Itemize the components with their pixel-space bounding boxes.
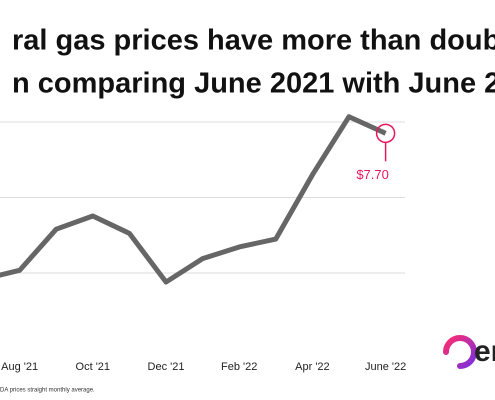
x-tick-label: Apr '22 [295, 361, 330, 373]
x-tick-label: Aug '21 [1, 361, 38, 373]
x-tick-label: Feb '22 [221, 361, 257, 373]
title-line: ral gas prices have more than double [12, 25, 495, 57]
x-tick-label: June '22 [365, 361, 406, 373]
x-tick-label: Oct '21 [76, 361, 111, 373]
logo-icon [437, 335, 477, 369]
value-label: $7.70 [356, 167, 389, 182]
title-line: n comparing June 2021 with June 20 [12, 68, 495, 100]
footnote: DA prices straight monthly average. [0, 388, 95, 394]
logo-text: en [474, 335, 495, 368]
data-line [0, 114, 387, 285]
x-tick-label: Dec '21 [148, 361, 185, 373]
